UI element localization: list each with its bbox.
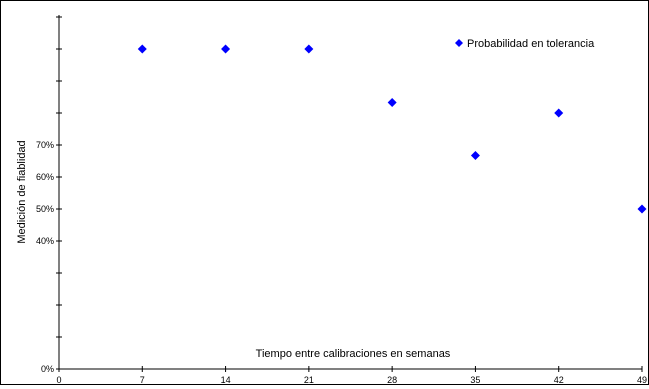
- x-tick-label: 35: [470, 375, 480, 384]
- data-point: [137, 44, 147, 54]
- x-tick-label: 0: [56, 375, 61, 384]
- data-points: [137, 44, 647, 214]
- legend-marker: [455, 39, 463, 47]
- x-tick-label: 49: [637, 375, 647, 384]
- y-tick-label: 60%: [36, 172, 54, 182]
- legend-label: Probabilidad en tolerancia: [467, 38, 595, 50]
- axes: [56, 15, 643, 372]
- data-point: [304, 44, 314, 54]
- data-point: [221, 44, 231, 54]
- x-tick-label: 21: [304, 375, 314, 384]
- data-point: [637, 204, 647, 214]
- y-axis-label: Medición de fiablidad: [16, 140, 28, 243]
- x-tick-label: 28: [387, 375, 397, 384]
- y-tick-label: 0%: [41, 364, 54, 374]
- x-tick-label: 7: [140, 375, 145, 384]
- tick-labels: 0 7 14 21 28 35 42 49 0% 40% 50% 60% 70%: [36, 140, 647, 385]
- y-tick-label: 40%: [36, 236, 54, 246]
- legend: Probabilidad en tolerancia: [455, 38, 595, 50]
- y-tick-label: 70%: [36, 140, 54, 150]
- x-tick-label: 14: [221, 375, 231, 384]
- y-tick-label: 50%: [36, 204, 54, 214]
- x-axis-label: Tiempo entre calibraciones en semanas: [256, 348, 451, 360]
- data-point: [554, 108, 564, 118]
- x-tick-label: 42: [554, 375, 564, 384]
- data-point: [470, 151, 480, 161]
- data-point: [387, 97, 397, 107]
